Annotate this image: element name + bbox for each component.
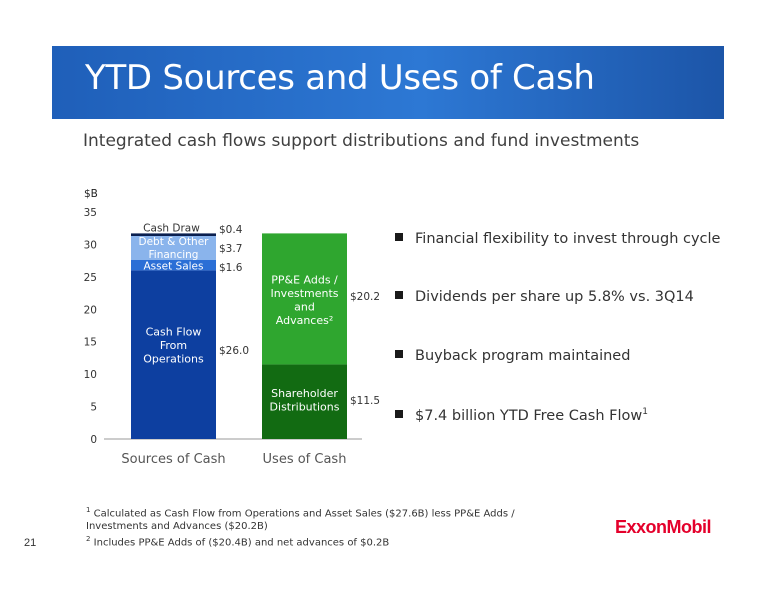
bullet-text: Financial flexibility to invest through … (415, 231, 721, 247)
bullet-text: Dividends per share up 5.8% vs. 3Q14 (415, 289, 694, 305)
y-tick-label: 5 (90, 402, 97, 414)
value-label: $26.0 (219, 345, 249, 357)
y-tick-label: 30 (84, 239, 97, 251)
value-label: $3.7 (219, 243, 242, 255)
footnotes: 1 Calculated as Cash Flow from Operation… (86, 504, 556, 550)
value-label: $20.2 (350, 291, 380, 303)
footnote: 2 Includes PP&E Adds of ($20.4B) and net… (86, 533, 556, 550)
bullet-square-icon (395, 291, 403, 299)
y-unit-label: $B (84, 188, 98, 200)
bar-segment (262, 364, 347, 439)
bullet-item: Financial flexibility to invest through … (395, 231, 720, 247)
segment-label: Financing (149, 249, 199, 261)
bullet-square-icon (395, 233, 403, 241)
segment-label: Advances² (276, 314, 334, 327)
bar-segment (131, 270, 216, 439)
bullet-square-icon (395, 350, 403, 358)
value-label: $1.6 (219, 262, 243, 274)
segment-label: Cash Draw (143, 223, 200, 235)
segment-label: and (294, 301, 315, 314)
bullet-text: $7.4 billion YTD Free Cash Flow (415, 407, 643, 424)
bullet-text: Buyback program maintained (415, 348, 631, 364)
bullet-item: Dividends per share up 5.8% vs. 3Q14 (395, 289, 694, 305)
page-subtitle: Integrated cash flows support distributi… (83, 131, 640, 151)
segment-label: Investments (270, 287, 338, 300)
y-tick-label: 0 (90, 434, 97, 446)
segment-label: Debt & Other (138, 236, 209, 248)
bullet-item: $7.4 billion YTD Free Cash Flow1 (395, 407, 648, 424)
segment-label: Shareholder (271, 387, 338, 400)
bullet-square-icon (395, 409, 403, 418)
y-tick-label: 35 (84, 207, 97, 219)
bullet-footnote-ref: 1 (642, 407, 648, 417)
footnote-text: Includes PP&E Adds of ($20.4B) and net a… (93, 537, 390, 549)
x-category-label: Sources of Cash (121, 452, 225, 467)
title-banner: YTD Sources and Uses of Cash (52, 46, 724, 119)
bullet-item: Buyback program maintained (395, 348, 630, 364)
segment-label: PP&E Adds / (271, 274, 338, 287)
page-number: 21 (24, 537, 37, 549)
segment-label: Cash Flow (146, 325, 202, 338)
footnote-text: Calculated as Cash Flow from Operations … (86, 508, 515, 532)
footnote: 1 Calculated as Cash Flow from Operation… (86, 504, 556, 533)
bar-segment (262, 233, 347, 365)
y-tick-label: 25 (84, 272, 97, 284)
exxonmobil-logo: ExxonMobil (615, 517, 712, 537)
bar-segment (131, 233, 216, 236)
bar-segment (131, 235, 216, 260)
value-label: $0.4 (219, 224, 243, 236)
y-tick-label: 20 (84, 304, 97, 316)
segment-label: Operations (143, 352, 204, 365)
x-category-label: Uses of Cash (263, 452, 347, 467)
y-tick-label: 15 (84, 337, 97, 349)
footnote-number: 2 (86, 535, 91, 544)
y-tick-label: 10 (84, 369, 97, 381)
page-title: YTD Sources and Uses of Cash (85, 58, 595, 98)
segment-label: From (160, 339, 187, 352)
segment-label: Asset Sales (144, 261, 204, 273)
segment-label: Distributions (270, 401, 340, 414)
footnote-number: 1 (86, 506, 91, 514)
bar-segment (131, 259, 216, 271)
value-label: $11.5 (350, 395, 380, 407)
